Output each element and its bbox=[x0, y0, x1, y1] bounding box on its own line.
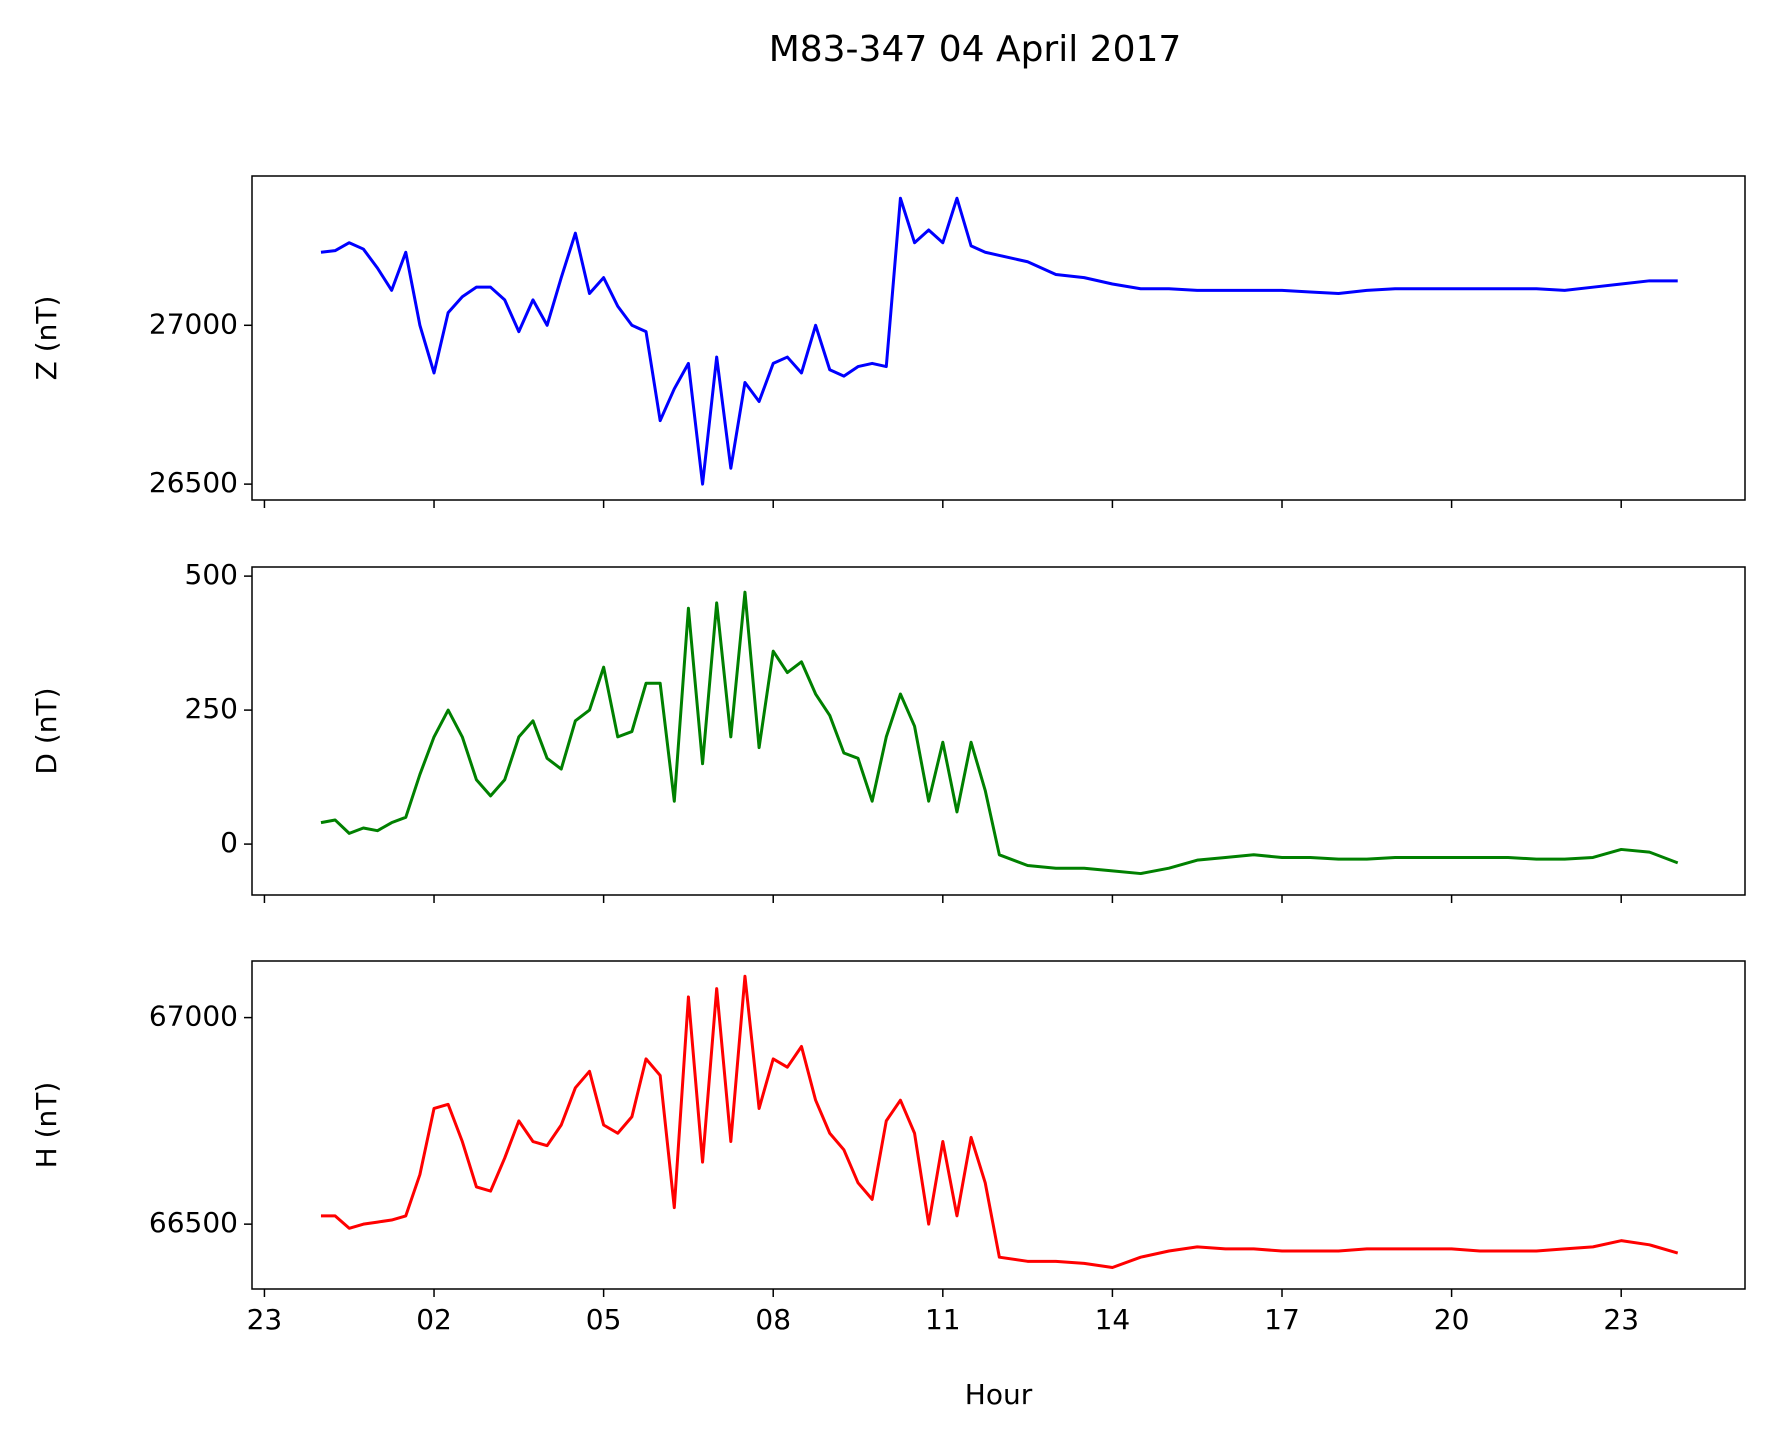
x-tick-label: 23 bbox=[1603, 1303, 1639, 1336]
y-tick-label: 27000 bbox=[149, 307, 238, 340]
y-tick-label: 500 bbox=[185, 558, 238, 591]
x-tick-label: 23 bbox=[247, 1303, 283, 1336]
y-tick-label: 66500 bbox=[149, 1206, 238, 1239]
x-tick-label: 11 bbox=[925, 1303, 961, 1336]
y-axis-label: Z (nT) bbox=[30, 296, 63, 381]
axes-frame bbox=[251, 566, 1746, 896]
data-line bbox=[320, 590, 1679, 876]
data-line bbox=[320, 196, 1678, 486]
y-tick-label: 0 bbox=[220, 826, 238, 859]
x-tick-label: 08 bbox=[755, 1303, 791, 1336]
x-tick-label: 02 bbox=[416, 1303, 452, 1336]
figure-title: M83-347 04 April 2017 bbox=[769, 29, 1182, 70]
x-tick-label: 05 bbox=[586, 1303, 622, 1336]
y-axis-label: H (nT) bbox=[30, 1082, 63, 1169]
x-tick-label: 17 bbox=[1264, 1303, 1300, 1336]
y-axis-label: D (nT) bbox=[30, 687, 63, 774]
x-tick-label: 14 bbox=[1095, 1303, 1131, 1336]
data-line bbox=[320, 974, 1679, 1270]
y-tick-label: 67000 bbox=[149, 1000, 238, 1033]
x-axis-label: Hour bbox=[965, 1378, 1033, 1411]
y-tick-label: 26500 bbox=[149, 466, 238, 499]
y-tick-label: 250 bbox=[185, 692, 238, 725]
x-tick-label: 20 bbox=[1434, 1303, 1470, 1336]
axes-frame bbox=[251, 960, 1746, 1290]
axes-frame bbox=[251, 175, 1746, 501]
